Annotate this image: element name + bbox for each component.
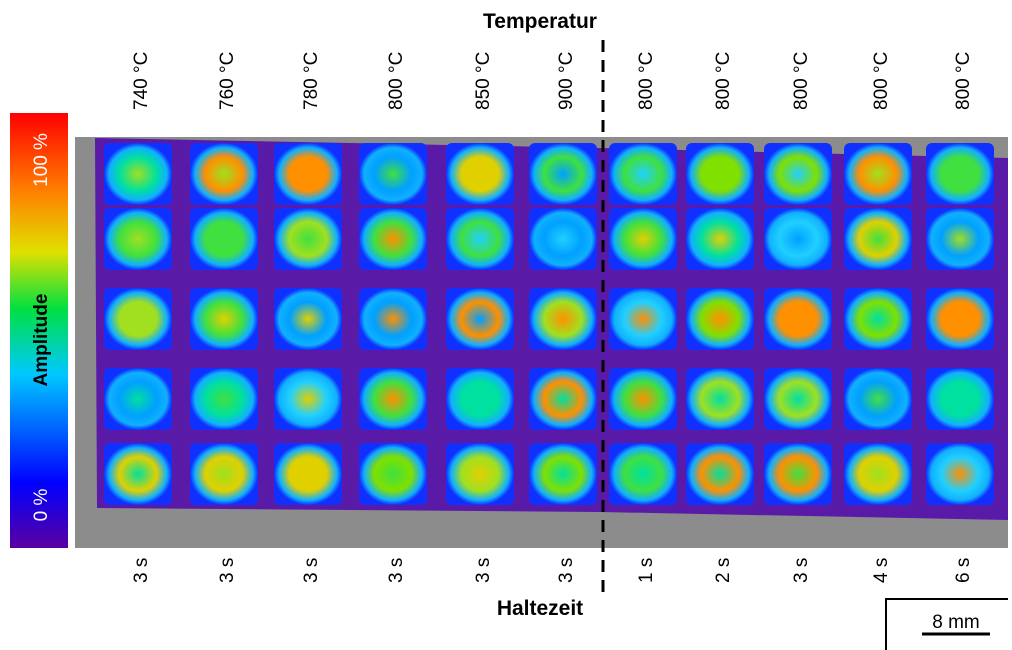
specimen-cell [359, 443, 427, 505]
specimen-cell [764, 443, 832, 505]
specimen-cell [926, 143, 994, 205]
cell-grid [104, 143, 994, 505]
temperature-label: 800 °C [636, 52, 657, 110]
specimen-cell [609, 443, 677, 505]
specimen-cell [190, 208, 258, 270]
hold-time-label: 3 s [386, 558, 407, 583]
temperature-label: 900 °C [556, 52, 577, 110]
specimen-cell [844, 143, 912, 205]
specimen-cell [446, 208, 514, 270]
figure: Amplitude 100 % 0 % Temperatur Haltezeit… [0, 0, 1012, 650]
temperature-label: 760 °C [217, 52, 238, 110]
specimen-cell [359, 288, 427, 350]
scale-bar-label: 8 mm [932, 612, 980, 633]
specimen-cell [926, 443, 994, 505]
specimen-cell [274, 208, 342, 270]
specimen-cell [764, 288, 832, 350]
specimen-cell [686, 368, 754, 430]
specimen-cell [926, 368, 994, 430]
specimen-cell [609, 208, 677, 270]
temperature-label: 800 °C [791, 52, 812, 110]
hold-time-label: 3 s [131, 558, 152, 583]
specimen-cell [104, 143, 172, 205]
specimen-cell [529, 288, 597, 350]
specimen-cell [926, 288, 994, 350]
specimen-cell [764, 208, 832, 270]
specimen-cell [359, 368, 427, 430]
specimen-cell [359, 143, 427, 205]
specimen-cell [190, 443, 258, 505]
specimen-cell [104, 368, 172, 430]
specimen-cell [609, 368, 677, 430]
specimen-cell [274, 443, 342, 505]
specimen-cell [446, 368, 514, 430]
hold-time-label: 3 s [556, 558, 577, 583]
temperature-label: 850 °C [473, 52, 494, 110]
specimen-cell [190, 288, 258, 350]
specimen-cell [686, 208, 754, 270]
hold-time-label: 1 s [636, 558, 657, 583]
specimen-cell [529, 368, 597, 430]
specimen-cell [844, 368, 912, 430]
specimen-cell [926, 208, 994, 270]
specimen-cell [190, 368, 258, 430]
hold-time-label: 3 s [473, 558, 494, 583]
temperature-label: 740 °C [131, 52, 152, 110]
specimen-cell [686, 443, 754, 505]
specimen-cell [529, 208, 597, 270]
specimen-cell [446, 143, 514, 205]
specimen-cell [274, 368, 342, 430]
top-label: Temperatur [483, 10, 597, 33]
specimen-cell [104, 443, 172, 505]
specimen-cell [446, 288, 514, 350]
hold-time-label: 4 s [871, 558, 892, 583]
specimen-cell [274, 143, 342, 205]
specimen-cell [104, 208, 172, 270]
specimen-cell [764, 368, 832, 430]
hold-time-label: 2 s [713, 558, 734, 583]
specimen-cell [446, 443, 514, 505]
specimen-cell [686, 143, 754, 205]
specimen-cell [764, 143, 832, 205]
colorbar-min: 0 % [31, 489, 52, 522]
temperature-label: 800 °C [871, 52, 892, 110]
colorbar-max: 100 % [31, 133, 52, 187]
colorbar-label: Amplitude [31, 294, 52, 387]
specimen-cell [844, 208, 912, 270]
hold-time-label: 3 s [217, 558, 238, 583]
specimen-cell [529, 143, 597, 205]
specimen-cell [274, 288, 342, 350]
specimen-cell [609, 288, 677, 350]
specimen-cell [609, 143, 677, 205]
bottom-label: Haltezeit [497, 597, 583, 620]
temperature-label: 780 °C [301, 52, 322, 110]
specimen-cell [104, 288, 172, 350]
specimen-cell [529, 443, 597, 505]
specimen-cell [359, 208, 427, 270]
specimen-cell [190, 143, 258, 205]
hold-time-label: 6 s [953, 558, 974, 583]
temperature-label: 800 °C [713, 52, 734, 110]
temperature-label: 800 °C [953, 52, 974, 110]
specimen-cell [686, 288, 754, 350]
hold-time-label: 3 s [791, 558, 812, 583]
specimen-cell [844, 443, 912, 505]
specimen-cell [844, 288, 912, 350]
temperature-label: 800 °C [386, 52, 407, 110]
hold-time-label: 3 s [301, 558, 322, 583]
